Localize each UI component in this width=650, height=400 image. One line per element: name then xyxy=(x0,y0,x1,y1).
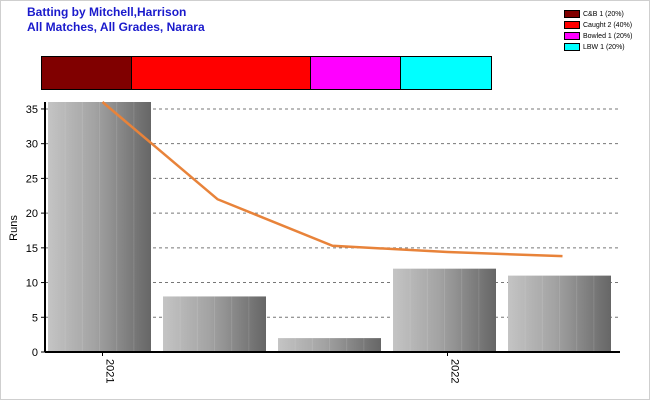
y-tick-label: 20 xyxy=(26,208,38,220)
legend-swatch xyxy=(564,43,580,52)
x-tick-label: 2021 xyxy=(104,359,116,383)
y-axis-title: Runs xyxy=(8,215,20,241)
runs-bar xyxy=(278,338,381,352)
average-line xyxy=(101,101,563,258)
dismissal-segment-bowled xyxy=(311,57,402,89)
dismissal-legend: C&B 1 (20%) Caught 2 (40%) Bowled 1 (20%… xyxy=(564,5,633,52)
y-tick-label: 30 xyxy=(26,139,38,151)
runs-bar xyxy=(163,296,266,352)
y-tick-label: 15 xyxy=(26,243,38,255)
dismissal-segment-cb xyxy=(42,57,132,89)
runs-bar xyxy=(393,268,496,352)
legend-label: Bowled 1 (20%) xyxy=(583,32,633,40)
dismissal-segment-lbw xyxy=(401,57,491,89)
y-tick-label: 0 xyxy=(32,347,38,359)
x-tick-label: 2022 xyxy=(449,359,461,383)
legend-swatch xyxy=(564,32,580,41)
y-tick-label: 10 xyxy=(26,278,38,290)
chart-subtitle: All Matches, All Grades, Narara xyxy=(27,20,205,34)
legend-swatch xyxy=(564,10,580,19)
y-tick-label: 5 xyxy=(32,312,38,324)
legend-swatch xyxy=(564,21,580,30)
legend-item-lbw: LBW 1 (20%) xyxy=(564,38,632,52)
runs-bar xyxy=(508,275,611,352)
runs-bar xyxy=(48,102,151,352)
legend-label: C&B 1 (20%) xyxy=(583,10,624,18)
dismissal-stacked-bar xyxy=(41,56,492,90)
legend-item-bowled: Bowled 1 (20%) xyxy=(564,27,633,41)
y-tick-label: 35 xyxy=(26,104,38,116)
y-tick-label: 25 xyxy=(26,173,38,185)
legend-item-caught: Caught 2 (40%) xyxy=(564,16,633,30)
legend-item-cb: C&B 1 (20%) xyxy=(564,5,632,19)
axes: 0 5 10 15 20 25 30 35 2021 2022 xyxy=(26,102,620,383)
legend-label: Caught 2 (40%) xyxy=(583,21,633,29)
bars xyxy=(48,102,611,352)
trend-line xyxy=(101,101,563,258)
chart-title: Batting by Mitchell,Harrison xyxy=(27,5,187,19)
dismissal-segment-caught xyxy=(131,57,312,89)
legend-label: LBW 1 (20%) xyxy=(583,43,625,51)
